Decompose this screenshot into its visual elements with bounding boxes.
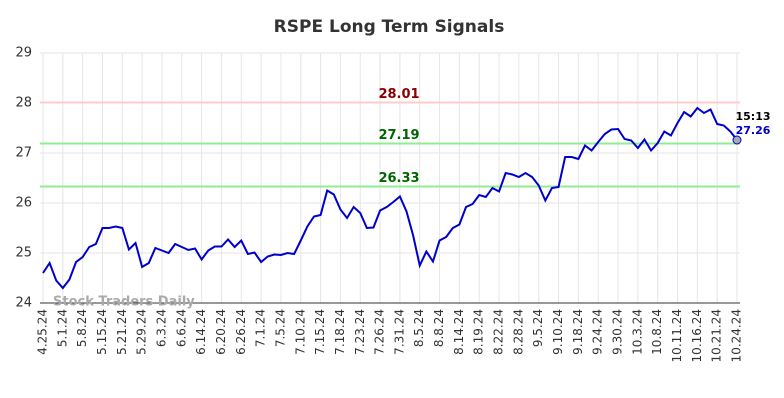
x-tick-label: 9.10.24 — [551, 309, 565, 355]
x-tick-label: 7.18.24 — [333, 309, 347, 355]
x-tick-label: 5.15.24 — [95, 309, 109, 355]
x-tick-label: 7.26.24 — [373, 309, 387, 355]
x-tick-label: 5.21.24 — [115, 309, 129, 355]
signal-label: 28.01 — [378, 87, 419, 102]
x-tick-label: 10.11.24 — [670, 309, 684, 362]
x-tick-label: 10.3.24 — [630, 309, 644, 355]
x-tick-label: 10.21.24 — [710, 309, 724, 362]
last-time: 15:13 — [735, 110, 770, 123]
x-tick-label: 5.8.24 — [75, 309, 89, 347]
x-tick-label: 6.26.24 — [234, 309, 248, 355]
x-tick-label: 8.8.24 — [432, 309, 446, 347]
signal-label: 27.19 — [378, 128, 419, 143]
x-tick-label: 6.6.24 — [174, 309, 188, 347]
x-tick-label: 6.3.24 — [154, 309, 168, 347]
x-tick-label: 10.8.24 — [650, 309, 664, 355]
x-tick-label: 4.25.24 — [36, 309, 50, 355]
last-point — [732, 135, 742, 145]
x-tick-label: 7.15.24 — [313, 309, 327, 355]
x-tick-label: 9.5.24 — [531, 309, 545, 347]
x-tick-label: 7.5.24 — [273, 309, 287, 347]
x-tick-label: 10.16.24 — [690, 309, 704, 362]
x-tick-label: 8.19.24 — [472, 309, 486, 355]
chart-title: RSPE Long Term Signals — [274, 17, 505, 37]
x-tick-label: 7.1.24 — [254, 309, 268, 347]
x-tick-label: 5.1.24 — [55, 309, 69, 347]
x-tick-label: 8.22.24 — [492, 309, 506, 355]
y-tick-label: 26 — [15, 196, 32, 211]
y-tick-label: 28 — [15, 96, 32, 111]
x-tick-label: 7.31.24 — [392, 309, 406, 355]
x-tick-label: 6.20.24 — [214, 309, 228, 355]
x-tick-label: 9.30.24 — [611, 309, 625, 355]
x-tick-label: 7.10.24 — [293, 309, 307, 355]
x-tick-label: 8.5.24 — [412, 309, 426, 347]
last-value: 27.26 — [736, 124, 771, 137]
price-line — [42, 106, 738, 290]
y-tick-label: 24 — [15, 296, 32, 311]
x-tick-label: 8.14.24 — [452, 309, 466, 355]
y-tick-label: 29 — [15, 46, 32, 61]
watermark: Stock Traders Daily — [53, 295, 195, 310]
x-tick-label: 10.24.24 — [730, 309, 744, 362]
x-tick-label: 9.18.24 — [571, 309, 585, 355]
y-tick-label: 27 — [15, 146, 32, 161]
x-tick-label: 7.23.24 — [353, 309, 367, 355]
x-tick-label: 6.14.24 — [194, 309, 208, 355]
x-tick-label: 9.24.24 — [591, 309, 605, 355]
signal-label: 26.33 — [378, 171, 419, 186]
x-tick-label: 8.28.24 — [511, 309, 525, 355]
y-tick-label: 25 — [15, 246, 32, 261]
x-tick-label: 5.29.24 — [135, 309, 149, 355]
